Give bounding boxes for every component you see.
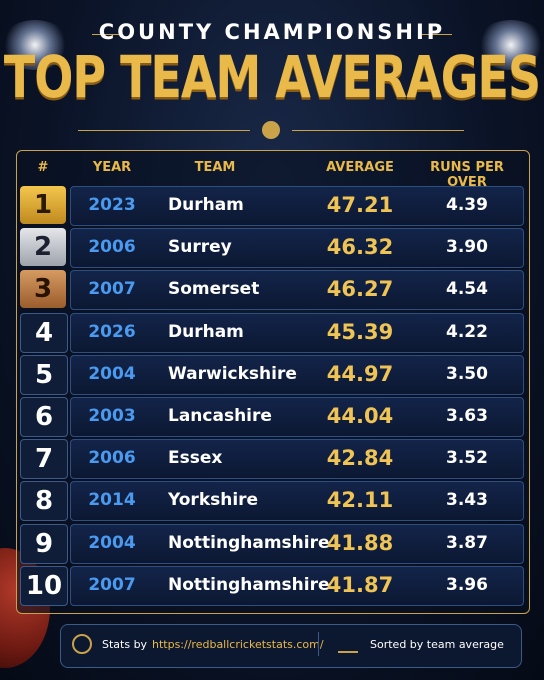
bars-icon xyxy=(338,635,358,653)
average: 41.88 xyxy=(326,530,394,555)
runs-per-over: 3.52 xyxy=(446,448,488,469)
rank-badge: 5 xyxy=(20,354,68,395)
rank-badge: 10 xyxy=(20,565,68,606)
runs-per-over: 3.90 xyxy=(446,237,488,258)
runs-per-over: 3.43 xyxy=(446,490,488,511)
average: 42.11 xyxy=(326,488,394,513)
year: 2004 xyxy=(88,532,136,553)
average: 44.97 xyxy=(326,361,394,386)
team: Essex xyxy=(168,448,223,469)
year: 2007 xyxy=(88,574,136,595)
table-row xyxy=(70,312,524,353)
team: Lancashire xyxy=(168,406,272,426)
divider xyxy=(318,632,319,656)
team: Durham xyxy=(168,195,244,215)
average: 45.39 xyxy=(326,319,394,344)
team: Yorkshire xyxy=(168,490,259,511)
team: Somerset xyxy=(168,279,260,300)
rank-badge: 9 xyxy=(20,523,68,564)
stadium-light xyxy=(476,20,544,70)
rank-badge: 1 xyxy=(20,186,66,224)
table-row xyxy=(70,439,524,480)
team: Durham xyxy=(168,321,244,342)
average: 47.21 xyxy=(326,193,394,217)
footer-note: Sorted by team average xyxy=(370,638,504,651)
table-row xyxy=(70,270,524,311)
title: TOP TEAM AVERAGES xyxy=(3,43,541,111)
team: Surrey xyxy=(168,237,232,258)
team: Nottinghamshire xyxy=(168,574,330,595)
rule xyxy=(292,130,464,131)
year: 2006 xyxy=(88,448,136,469)
footer-label: Stats by xyxy=(102,638,148,651)
rule xyxy=(92,34,122,35)
average: 46.27 xyxy=(326,277,394,302)
runs-per-over: 3.96 xyxy=(446,574,488,595)
average: 46.32 xyxy=(326,235,394,260)
team: Warwickshire xyxy=(168,363,297,384)
rule xyxy=(78,130,250,131)
rule xyxy=(422,34,452,35)
year: 2003 xyxy=(88,406,136,426)
year: 2006 xyxy=(88,237,136,258)
rank-badge: 4 xyxy=(20,312,68,353)
year: 2004 xyxy=(88,363,136,384)
runs-per-over: 4.22 xyxy=(446,321,488,342)
stadium-light xyxy=(0,20,70,70)
runs-per-over: 3.50 xyxy=(446,363,488,384)
average: 42.84 xyxy=(326,446,394,471)
ball-icon xyxy=(262,121,280,139)
year: 2007 xyxy=(88,279,136,300)
average: 41.87 xyxy=(326,572,394,597)
rank-badge: 2 xyxy=(20,228,66,267)
rank-badge: 6 xyxy=(20,397,68,437)
footer-url[interactable]: https://redballcricketstats.com/ xyxy=(152,638,324,651)
column-header: YEAR xyxy=(92,160,132,175)
rank-badge: 7 xyxy=(20,439,68,480)
rank-badge: 8 xyxy=(20,481,68,522)
table-row xyxy=(70,397,524,437)
footer xyxy=(60,624,522,668)
rank-badge: 3 xyxy=(20,270,66,309)
column-header: TEAM xyxy=(194,160,236,175)
table-row xyxy=(70,523,524,564)
year: 2014 xyxy=(88,490,136,511)
average: 44.04 xyxy=(326,404,394,428)
runs-per-over: 3.87 xyxy=(446,532,488,553)
column-header: AVERAGE xyxy=(326,160,394,175)
runs-per-over: 3.63 xyxy=(446,406,488,426)
subtitle: COUNTY CHAMPIONSHIP xyxy=(98,20,446,44)
table-row xyxy=(70,565,524,606)
runs-per-over: 4.54 xyxy=(446,279,488,300)
table-row xyxy=(70,354,524,395)
column-header: # xyxy=(37,160,49,175)
ball-icon xyxy=(72,634,92,654)
team: Nottinghamshire xyxy=(168,532,330,553)
runs-per-over: 4.39 xyxy=(446,195,488,215)
table-row xyxy=(70,481,524,522)
table-row xyxy=(70,186,524,226)
year: 2026 xyxy=(88,321,136,342)
table-row xyxy=(70,228,524,269)
year: 2023 xyxy=(88,195,136,215)
